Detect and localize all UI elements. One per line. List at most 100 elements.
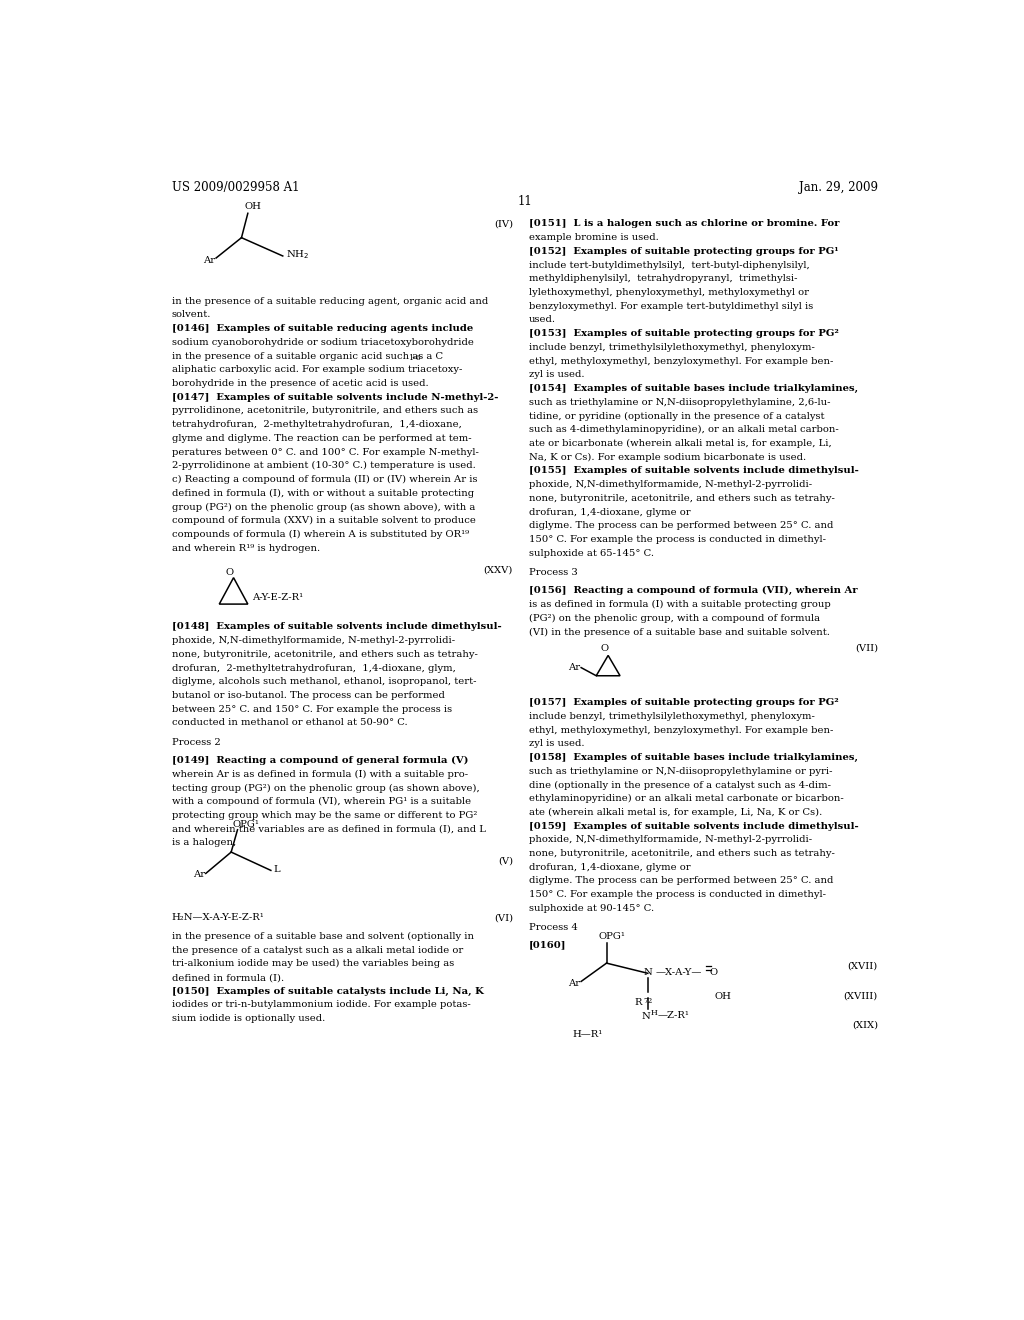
Text: ethyl, methyloxymethyl, benzyloxymethyl. For example ben-: ethyl, methyloxymethyl, benzyloxymethyl.… <box>528 726 834 734</box>
Text: benzyloxymethyl. For example tert-butyldimethyl silyl is: benzyloxymethyl. For example tert-butyld… <box>528 302 813 310</box>
Text: include benzyl, trimethylsilylethoxymethyl, phenyloxym-: include benzyl, trimethylsilylethoxymeth… <box>528 711 815 721</box>
Text: Ar: Ar <box>568 979 581 987</box>
Text: diglyme. The process can be performed between 25° C. and: diglyme. The process can be performed be… <box>528 521 834 531</box>
Text: (XIX): (XIX) <box>852 1020 878 1030</box>
Text: OPG¹: OPG¹ <box>599 932 626 941</box>
Text: OH: OH <box>245 202 261 211</box>
Text: O: O <box>225 568 233 577</box>
Text: (IV): (IV) <box>494 219 513 228</box>
Text: Na, K or Cs). For example sodium bicarbonate is used.: Na, K or Cs). For example sodium bicarbo… <box>528 453 806 462</box>
Text: borohydride in the presence of acetic acid is used.: borohydride in the presence of acetic ac… <box>172 379 428 388</box>
Text: protecting group which may be the same or different to PG²: protecting group which may be the same o… <box>172 810 477 820</box>
Text: Process 3: Process 3 <box>528 568 578 577</box>
Text: compounds of formula (I) wherein A is substituted by OR¹⁹: compounds of formula (I) wherein A is su… <box>172 529 469 539</box>
Text: in the presence of a suitable reducing agent, organic acid and: in the presence of a suitable reducing a… <box>172 297 487 306</box>
Text: Process 2: Process 2 <box>172 738 220 747</box>
Text: O: O <box>600 644 608 653</box>
Text: 150° C. For example the process is conducted in dimethyl-: 150° C. For example the process is condu… <box>528 535 825 544</box>
Text: example bromine is used.: example bromine is used. <box>528 234 658 242</box>
Text: ethylaminopyridine) or an alkali metal carbonate or bicarbon-: ethylaminopyridine) or an alkali metal c… <box>528 795 844 804</box>
Text: —X-A-Y—: —X-A-Y— <box>655 968 702 977</box>
Text: (V): (V) <box>498 857 513 865</box>
Text: lylethoxymethyl, phenyloxymethyl, methyloxymethyl or: lylethoxymethyl, phenyloxymethyl, methyl… <box>528 288 809 297</box>
Text: include benzyl, trimethylsilylethoxymethyl, phenyloxym-: include benzyl, trimethylsilylethoxymeth… <box>528 343 815 352</box>
Text: c) Reacting a compound of formula (II) or (IV) wherein Ar is: c) Reacting a compound of formula (II) o… <box>172 475 477 484</box>
Text: O: O <box>710 968 718 977</box>
Text: and wherein R¹⁹ is hydrogen.: and wherein R¹⁹ is hydrogen. <box>172 544 319 553</box>
Text: tecting group (PG²) on the phenolic group (as shown above),: tecting group (PG²) on the phenolic grou… <box>172 784 479 792</box>
Text: diglyme. The process can be performed between 25° C. and: diglyme. The process can be performed be… <box>528 876 834 886</box>
Text: [0158]  Examples of suitable bases include trialkylamines,: [0158] Examples of suitable bases includ… <box>528 752 858 762</box>
Text: group (PG²) on the phenolic group (as shown above), with a: group (PG²) on the phenolic group (as sh… <box>172 503 475 512</box>
Text: [0160]: [0160] <box>528 941 566 949</box>
Text: phoxide, N,N-dimethylformamide, N-methyl-2-pyrrolidi-: phoxide, N,N-dimethylformamide, N-methyl… <box>172 636 455 645</box>
Text: with a compound of formula (VI), wherein PG¹ is a suitable: with a compound of formula (VI), wherein… <box>172 797 471 807</box>
Text: N: N <box>643 968 652 977</box>
Text: Process 4: Process 4 <box>528 923 578 932</box>
Text: used.: used. <box>528 315 556 325</box>
Text: is a halogen,: is a halogen, <box>172 838 236 847</box>
Text: butanol or iso-butanol. The process can be performed: butanol or iso-butanol. The process can … <box>172 690 444 700</box>
Text: (VI) in the presence of a suitable base and suitable solvent.: (VI) in the presence of a suitable base … <box>528 627 829 636</box>
Text: in the presence of a suitable organic acid such as a C: in the presence of a suitable organic ac… <box>172 351 442 360</box>
Text: (VI): (VI) <box>494 913 513 923</box>
Text: conducted in methanol or ethanol at 50-90° C.: conducted in methanol or ethanol at 50-9… <box>172 718 408 727</box>
Text: none, butyronitrile, acetonitrile, and ethers such as tetrahy-: none, butyronitrile, acetonitrile, and e… <box>528 849 835 858</box>
Text: 1-6: 1-6 <box>409 354 421 362</box>
Text: [0146]  Examples of suitable reducing agents include: [0146] Examples of suitable reducing age… <box>172 325 473 333</box>
Text: (XVIII): (XVIII) <box>844 991 878 1001</box>
Text: compound of formula (XXV) in a suitable solvent to produce: compound of formula (XXV) in a suitable … <box>172 516 475 525</box>
Text: the presence of a catalyst such as a alkali metal iodide or: the presence of a catalyst such as a alk… <box>172 945 463 954</box>
Text: [0153]  Examples of suitable protecting groups for PG²: [0153] Examples of suitable protecting g… <box>528 329 839 338</box>
Text: zyl is used.: zyl is used. <box>528 371 585 379</box>
Text: [0157]  Examples of suitable protecting groups for PG²: [0157] Examples of suitable protecting g… <box>528 698 839 708</box>
Text: in the presence of a suitable base and solvent (optionally in: in the presence of a suitable base and s… <box>172 932 474 941</box>
Text: such as triethylamine or N,N-diisopropylethylamine or pyri-: such as triethylamine or N,N-diisopropyl… <box>528 767 833 776</box>
Text: dine (optionally in the presence of a catalyst such as 4-dim-: dine (optionally in the presence of a ca… <box>528 780 830 789</box>
Text: iodides or tri-n-butylammonium iodide. For example potas-: iodides or tri-n-butylammonium iodide. F… <box>172 1001 470 1010</box>
Text: [0148]  Examples of suitable solvents include dimethylsul-: [0148] Examples of suitable solvents inc… <box>172 623 502 631</box>
Text: US 2009/0029958 A1: US 2009/0029958 A1 <box>172 181 299 194</box>
Text: include tert-butyldimethylsilyl,  tert-butyl-diphenylsilyl,: include tert-butyldimethylsilyl, tert-bu… <box>528 260 810 269</box>
Text: [0151]  L is a halogen such as chlorine or bromine. For: [0151] L is a halogen such as chlorine o… <box>528 219 840 228</box>
Text: [0149]  Reacting a compound of general formula (V): [0149] Reacting a compound of general fo… <box>172 756 468 766</box>
Text: (XXV): (XXV) <box>483 565 513 574</box>
Text: and wherein the variables are as defined in formula (I), and L: and wherein the variables are as defined… <box>172 825 485 834</box>
Text: pyrrolidinone, acetonitrile, butyronitrile, and ethers such as: pyrrolidinone, acetonitrile, butyronitri… <box>172 407 478 416</box>
Text: glyme and diglyme. The reaction can be performed at tem-: glyme and diglyme. The reaction can be p… <box>172 434 471 442</box>
Text: L: L <box>273 865 280 874</box>
Text: phoxide, N,N-dimethylformamide, N-methyl-2-pyrrolidi-: phoxide, N,N-dimethylformamide, N-methyl… <box>528 836 812 845</box>
Text: none, butyronitrile, acetonitrile, and ethers such as tetrahy-: none, butyronitrile, acetonitrile, and e… <box>528 494 835 503</box>
Text: [0150]  Examples of suitable catalysts include Li, Na, K: [0150] Examples of suitable catalysts in… <box>172 987 483 995</box>
Text: sulphoxide at 90-145° C.: sulphoxide at 90-145° C. <box>528 904 654 913</box>
Text: (PG²) on the phenolic group, with a compound of formula: (PG²) on the phenolic group, with a comp… <box>528 614 820 623</box>
Text: such as 4-dimethylaminopyridine), or an alkali metal carbon-: such as 4-dimethylaminopyridine), or an … <box>528 425 839 434</box>
Text: between 25° C. and 150° C. For example the process is: between 25° C. and 150° C. For example t… <box>172 705 452 714</box>
Text: R: R <box>634 998 642 1007</box>
Text: [0156]  Reacting a compound of formula (VII), wherein Ar: [0156] Reacting a compound of formula (V… <box>528 586 857 595</box>
Text: [0155]  Examples of suitable solvents include dimethylsul-: [0155] Examples of suitable solvents inc… <box>528 466 858 475</box>
Text: Ar: Ar <box>204 256 215 264</box>
Text: tri-alkonium iodide may be used) the variables being as: tri-alkonium iodide may be used) the var… <box>172 960 454 969</box>
Text: A-Y-E-Z-R¹: A-Y-E-Z-R¹ <box>252 594 303 602</box>
Text: zyl is used.: zyl is used. <box>528 739 585 748</box>
Text: none, butyronitrile, acetonitrile, and ethers such as tetrahy-: none, butyronitrile, acetonitrile, and e… <box>172 649 477 659</box>
Text: Ar: Ar <box>194 870 205 879</box>
Text: drofuran,  2-methyltetrahydrofuran,  1,4-dioxane, glym,: drofuran, 2-methyltetrahydrofuran, 1,4-d… <box>172 664 456 673</box>
Text: ate or bicarbonate (wherein alkali metal is, for example, Li,: ate or bicarbonate (wherein alkali metal… <box>528 440 831 447</box>
Text: drofuran, 1,4-dioxane, glyme or: drofuran, 1,4-dioxane, glyme or <box>528 507 690 516</box>
Text: H: H <box>650 1008 657 1016</box>
Text: methyldiphenylsilyl,  tetrahydropyranyl,  trimethylsi-: methyldiphenylsilyl, tetrahydropyranyl, … <box>528 275 798 284</box>
Text: sodium cyanoborohydride or sodium triacetoxyborohydride: sodium cyanoborohydride or sodium triace… <box>172 338 473 347</box>
Text: tidine, or pyridine (optionally in the presence of a catalyst: tidine, or pyridine (optionally in the p… <box>528 412 824 421</box>
Text: solvent.: solvent. <box>172 310 211 319</box>
Text: NH$_2$: NH$_2$ <box>286 248 309 261</box>
Text: defined in formula (I), with or without a suitable protecting: defined in formula (I), with or without … <box>172 488 474 498</box>
Text: OH: OH <box>715 991 731 1001</box>
Text: ethyl, methyloxymethyl, benzyloxymethyl. For example ben-: ethyl, methyloxymethyl, benzyloxymethyl.… <box>528 356 834 366</box>
Text: Ar: Ar <box>568 663 581 672</box>
Text: drofuran, 1,4-dioxane, glyme or: drofuran, 1,4-dioxane, glyme or <box>528 863 690 871</box>
Text: aliphatic carboxylic acid. For example sodium triacetoxy-: aliphatic carboxylic acid. For example s… <box>172 366 462 375</box>
Text: 72: 72 <box>643 997 652 1005</box>
Text: phoxide, N,N-dimethylformamide, N-methyl-2-pyrrolidi-: phoxide, N,N-dimethylformamide, N-methyl… <box>528 480 812 490</box>
